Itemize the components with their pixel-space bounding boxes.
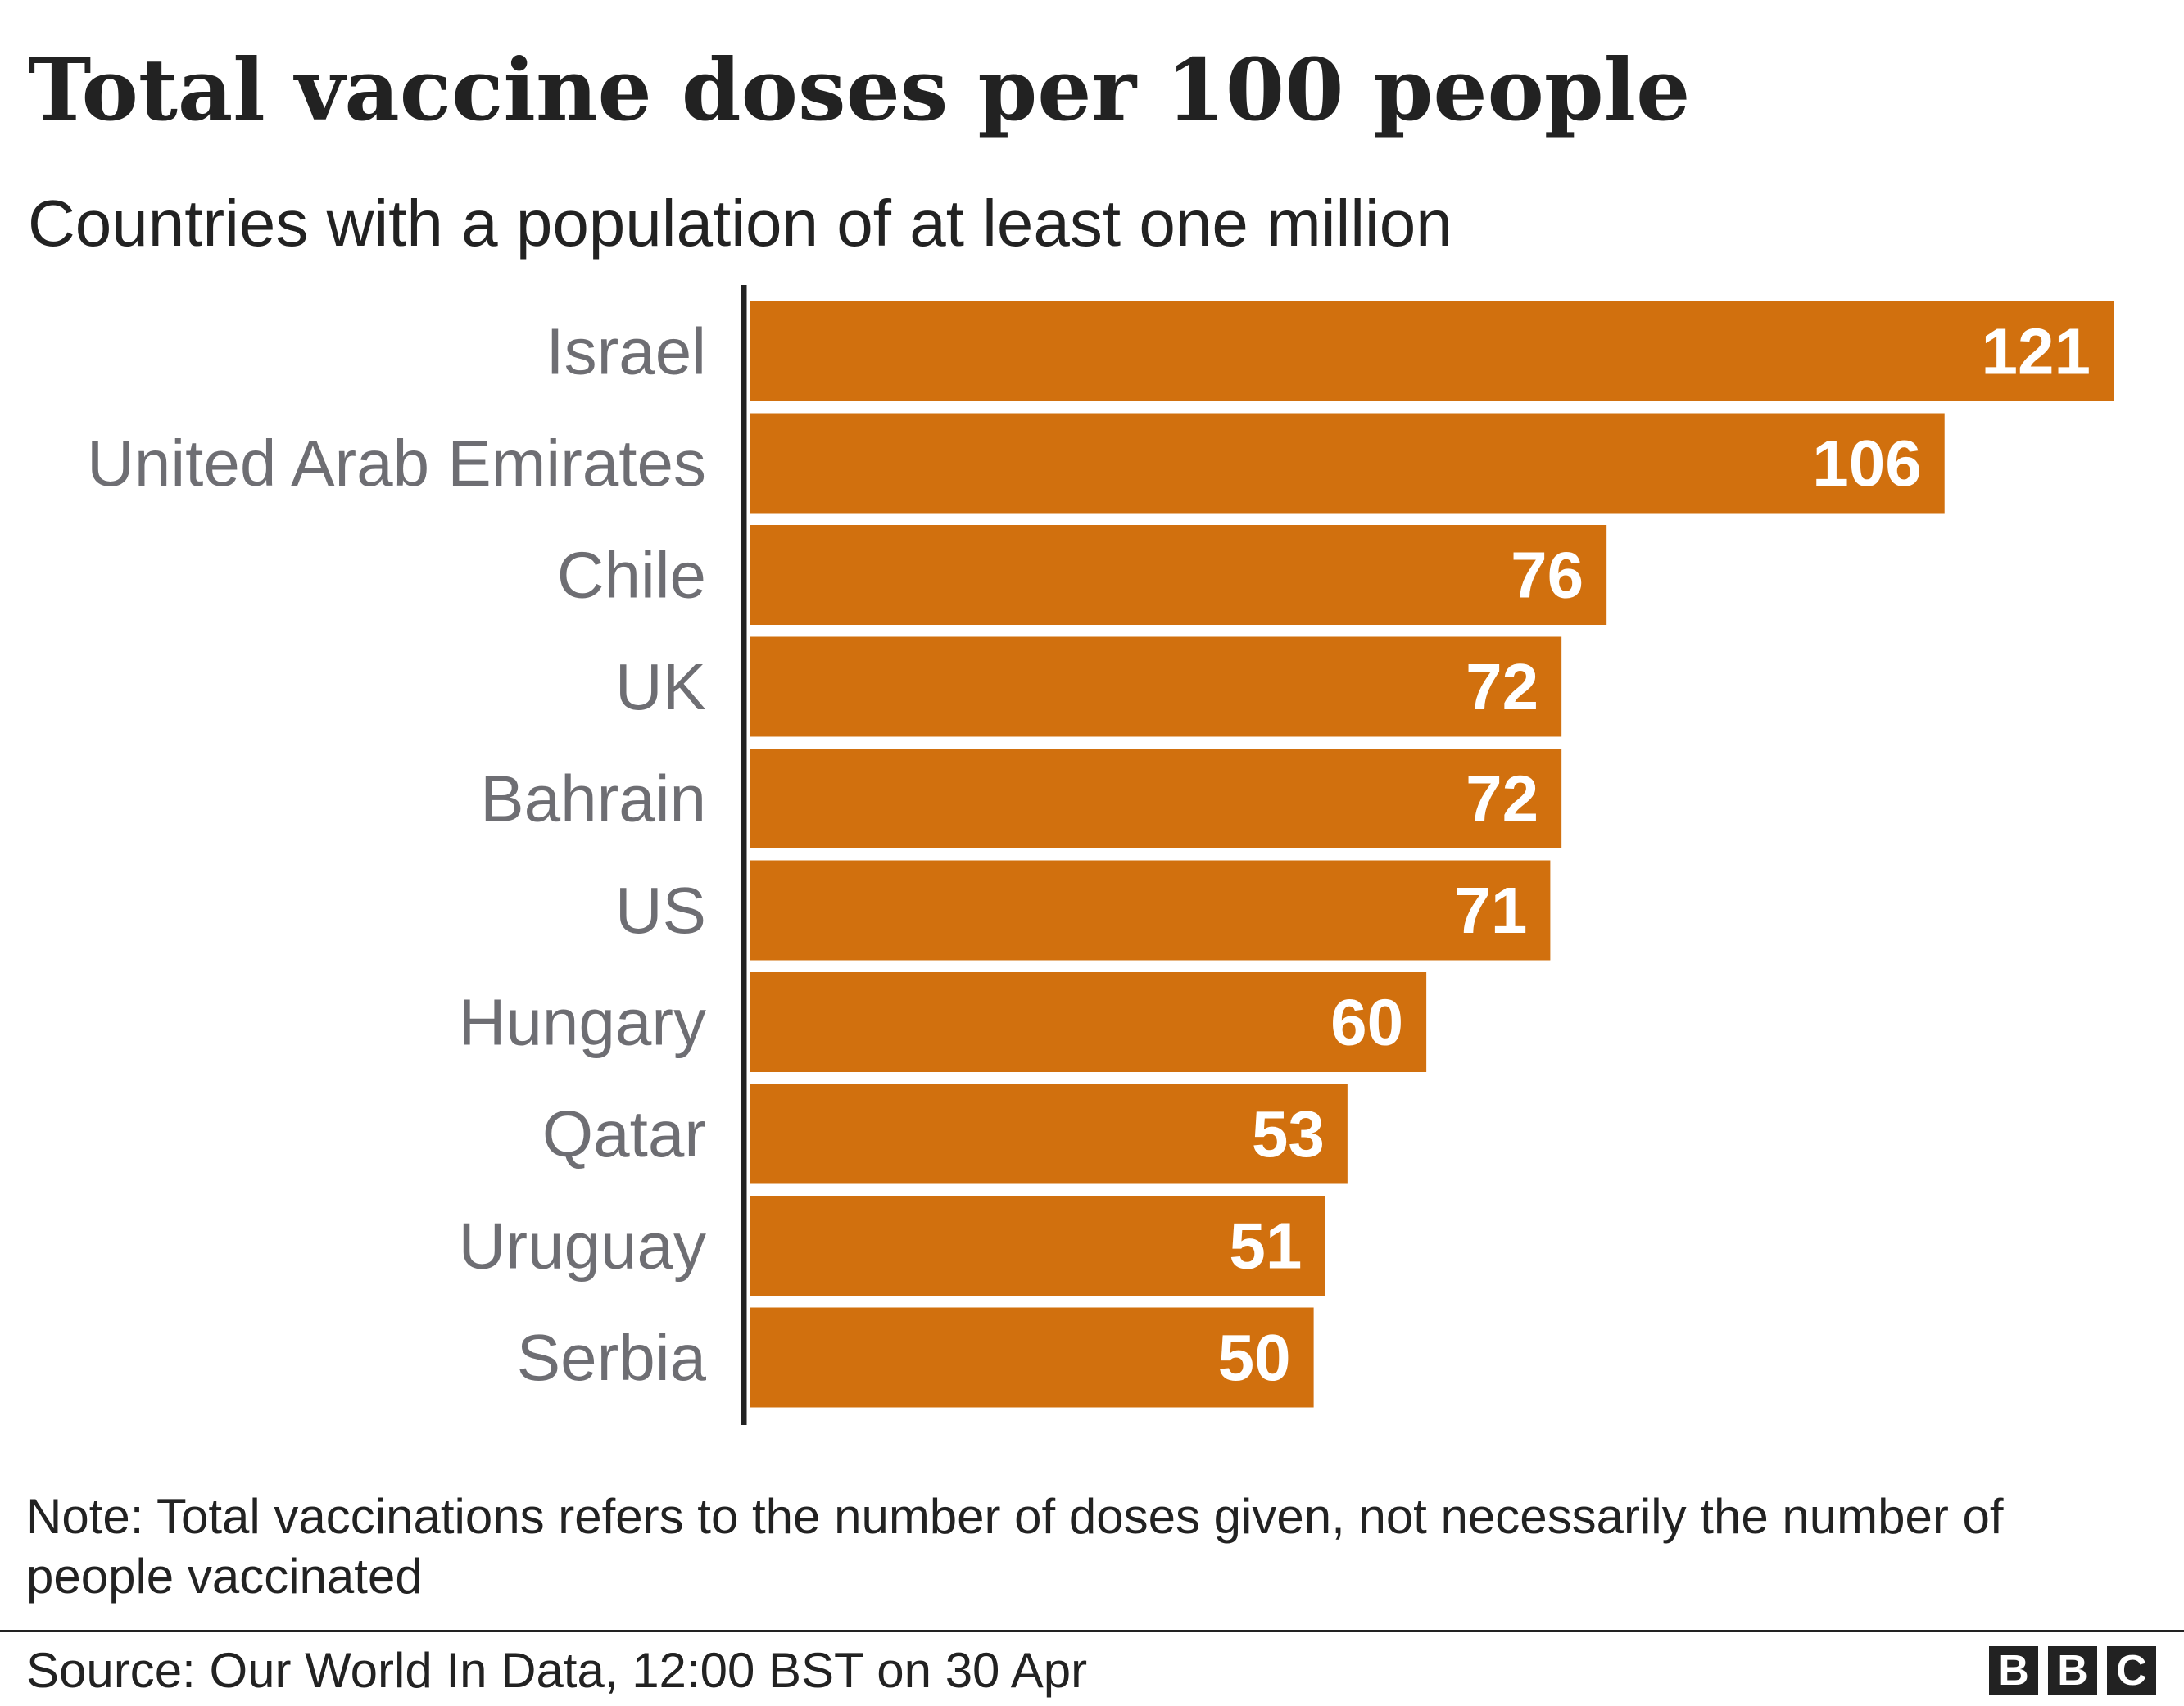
value-label: 76 [1511,539,1584,612]
bar-israel [750,301,2114,401]
category-label: Bahrain [480,762,706,835]
logo-letter: C [2107,1646,2156,1695]
bar-hungary [750,972,1427,1072]
bar-serbia [750,1307,1314,1408]
bar-qatar [750,1084,1348,1184]
bar-us [750,860,1551,961]
category-label: UK [615,650,706,723]
value-label: 106 [1812,427,1921,500]
footer-divider [0,1630,2184,1632]
value-label: 121 [1982,315,2091,388]
chart-subtitle: Countries with a population of at least … [28,187,1452,260]
logo-letter: B [2048,1646,2097,1695]
value-label: 53 [1252,1097,1325,1170]
value-label: 51 [1229,1210,1302,1283]
category-label: Qatar [542,1097,706,1170]
chart-note: Note: Total vaccinations refers to the n… [26,1489,2004,1604]
bar-chile [750,525,1607,625]
value-label: 72 [1466,762,1538,835]
source-text: Source: Our World In Data, 12:00 BST on … [26,1643,1088,1698]
bars-group: Israel 121 United Arab Emirates 106 Chile 76 U… [87,301,2114,1408]
value-label: 72 [1466,650,1538,723]
bar-uk [750,636,1562,737]
category-label: Serbia [517,1321,707,1394]
category-label: United Arab Emirates [87,427,706,500]
logo-letter: B [1989,1646,2038,1695]
bar-uruguay [750,1196,1325,1296]
bbc-logo: B B C [1989,1646,2156,1695]
category-label: Uruguay [459,1210,706,1283]
category-label: Chile [557,539,706,612]
value-label: 71 [1454,874,1527,947]
value-label: 60 [1330,986,1403,1059]
value-label: 50 [1218,1321,1291,1394]
category-label: Israel [546,315,706,388]
category-label: US [615,874,706,947]
bar-united-arab-emirates [750,413,1945,514]
chart-title: Total vaccine doses per 100 people [28,39,1691,140]
bar-chart: Israel 121 United Arab Emirates 106 Chile 76 U… [87,285,2114,1425]
bar-bahrain [750,749,1562,848]
category-label: Hungary [459,986,706,1059]
